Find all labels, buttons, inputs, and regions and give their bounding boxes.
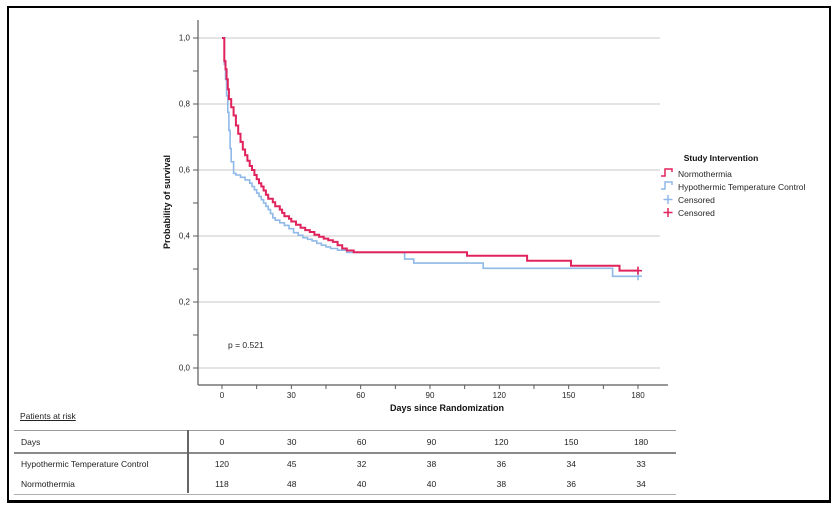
legend-item-label: Normothermia [678,168,732,179]
x-tick-label: 0 [220,391,225,400]
risk-table-header-cell: 120 [466,431,537,454]
y-axis-title: Probability of survival [162,155,172,249]
y-tick-label: 0,2 [179,298,191,307]
legend-item-label: Censored [678,194,715,205]
risk-table-header-cell: 90 [396,431,467,454]
risk-table-value-cell: 120 [214,459,230,469]
x-axis-title: Days since Randomization [390,403,504,413]
risk-table-header-cell: 180 [606,431,676,454]
y-tick-label: 0,8 [179,100,191,109]
legend-items: Normothermia Hypothermic Temperature Cont… [660,167,820,219]
risk-table-row-label: Normothermia [21,479,75,489]
legend-item: Hypothermic Temperature Control [660,180,820,193]
risk-table-value-cell: 45 [287,459,297,469]
gridlines [198,37,660,369]
risk-table-header-cell: 150 [536,431,607,454]
risk-table-divider [187,430,189,493]
legend-item-label: Censored [678,207,715,218]
x-axis: 0 30 60 90 120 150 180 [198,384,668,400]
step-line-icon [661,168,673,177]
x-tick-label: 90 [426,391,435,400]
risk-table-value-cell: 34 [566,459,576,469]
y-tick-label: 0,6 [179,166,191,175]
y-tick-label: 0,0 [179,364,191,373]
risk-table-header-cell: 0 [187,431,257,454]
censored-marker-normothermia [634,266,642,275]
risk-table-value-cell: 38 [496,479,507,489]
series-hypothermic-temperature-control [222,37,638,278]
legend-item: Normothermia [660,167,820,180]
risk-table-value-cell: 118 [215,479,229,489]
risk-table-header-cell: 30 [256,431,327,454]
x-tick-label: 150 [562,391,576,400]
x-tick-label: 30 [287,391,296,400]
risk-table-value-cell: 40 [356,479,367,489]
risk-table-row-label: Hypothermic Temperature Control [21,459,149,469]
risk-table-value-cell: 32 [356,459,367,469]
risk-table-value-cell: 38 [426,459,437,469]
risk-table-value-cell: 36 [566,479,576,489]
risk-table-value-cell: 36 [496,459,507,469]
legend: Study Intervention Normothermia Hypotherm… [660,153,820,219]
series-normothermia [222,37,638,272]
y-tick-label: 1,0 [179,34,191,43]
legend-item: Censored [660,206,820,219]
x-tick-label: 180 [631,391,645,400]
p-value-annotation: p = 0.521 [228,340,264,350]
patients-at-risk-caption: Patients at risk [20,411,76,421]
risk-table-header-cell: 60 [326,431,397,454]
patients-at-risk-table: Days 0 30 60 90 120 150 180 Hypothermic Temperat… [14,430,676,495]
step-line-icon [661,181,673,190]
risk-table-value-cell: 34 [636,479,646,489]
legend-item-label: Hypothermic Temperature Control [678,181,806,192]
x-tick-label: 120 [493,391,507,400]
y-tick-label: 0,4 [179,232,191,241]
risk-table-value-cell: 40 [426,479,437,489]
risk-table-value-cell: 33 [636,459,646,469]
legend-title: Study Intervention [683,153,759,163]
censored-plus-icon [663,195,673,204]
y-axis: 0,0 0,2 0,4 0,6 0,8 1,0 [179,20,199,385]
risk-table-header-label: Days [14,431,187,454]
legend-item: Censored [660,193,820,206]
x-tick-label: 60 [356,391,365,400]
censored-plus-icon [663,208,673,217]
risk-table-value-cell: 48 [287,479,297,489]
